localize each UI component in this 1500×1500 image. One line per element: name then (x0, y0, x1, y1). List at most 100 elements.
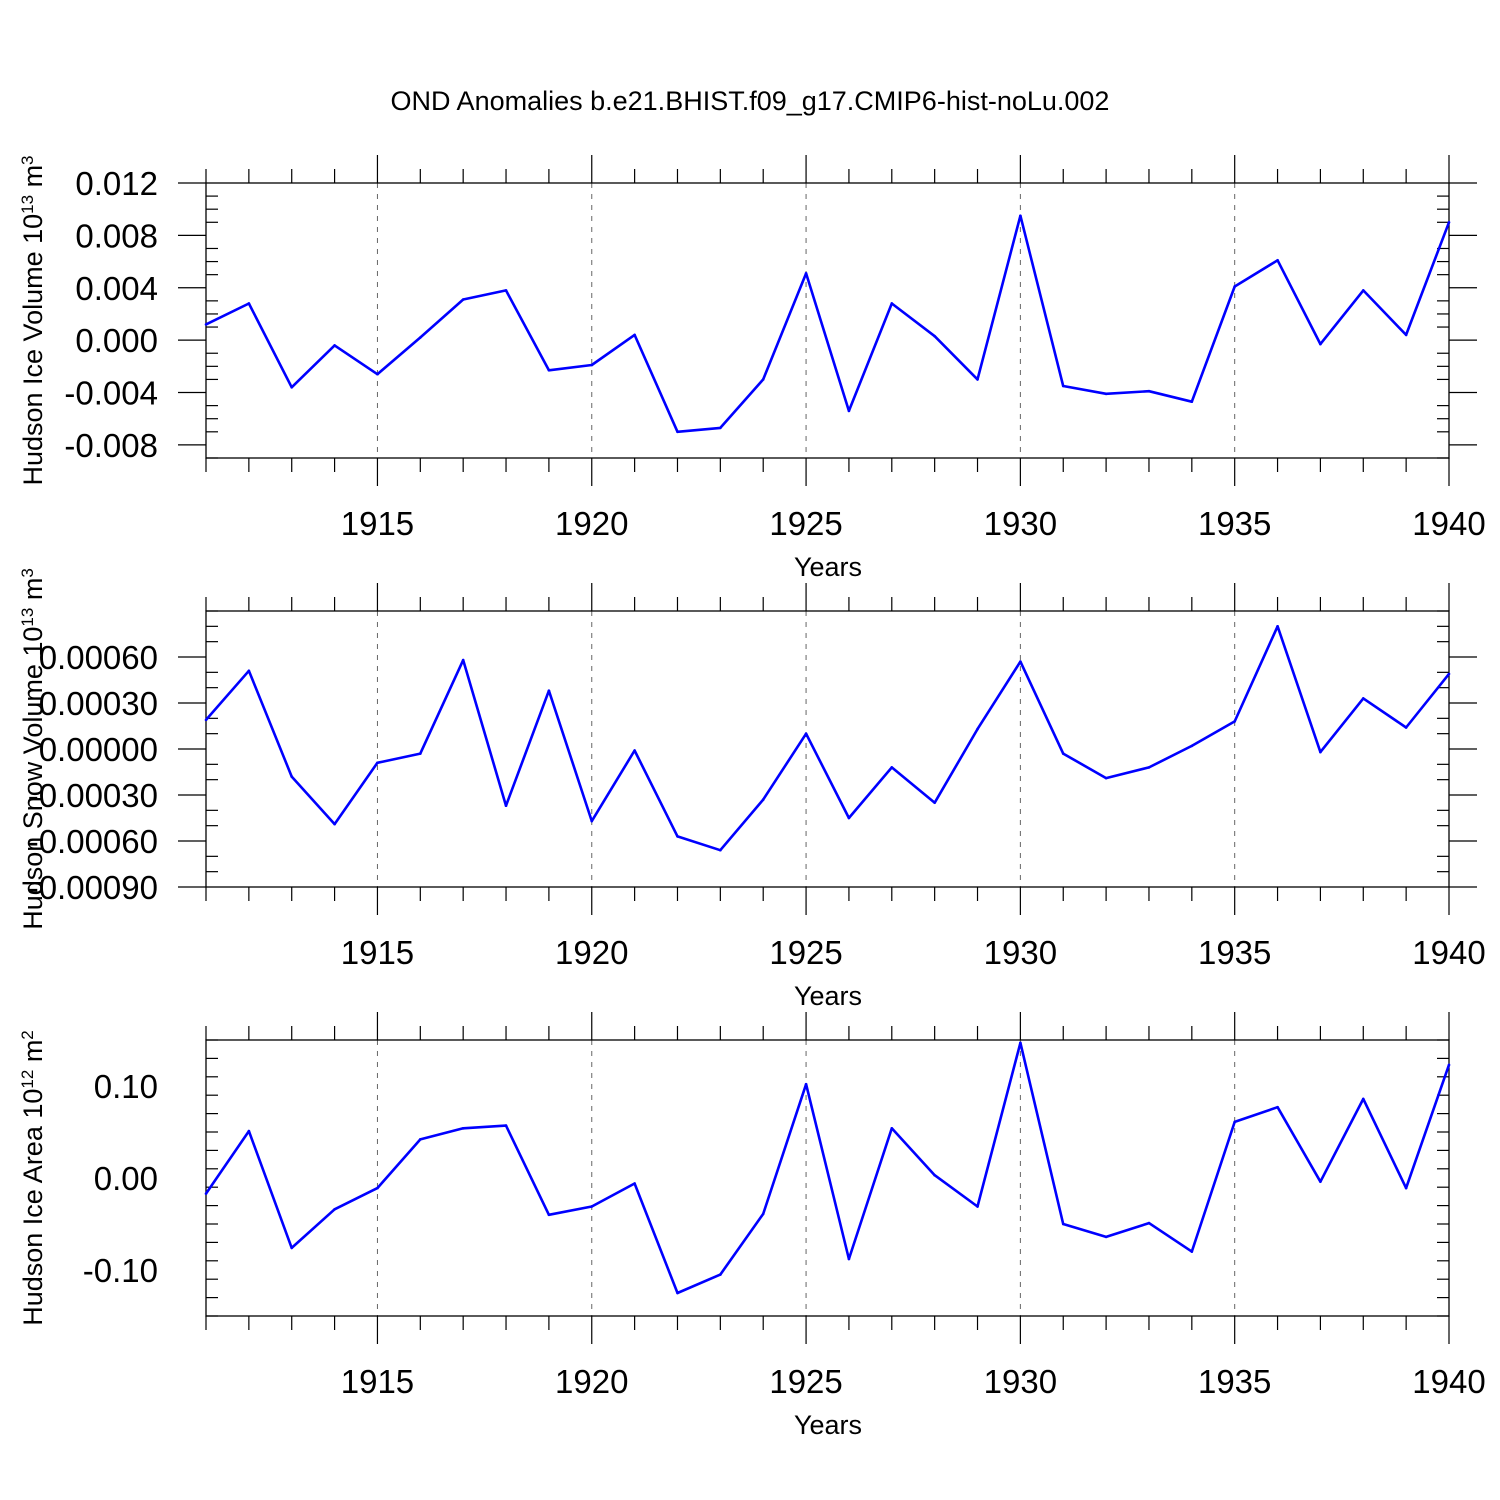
data-point-1911 (204, 718, 208, 722)
y-axis-label-unit: m (18, 578, 48, 608)
data-point-1925 (804, 272, 808, 275)
panel-snow-volume: -0.00090 -0.00060 -0.00030 0.00000 0.00030 0.… (18, 568, 1486, 1011)
data-point-1920 (590, 363, 594, 367)
data-point-1927 (890, 302, 894, 305)
data-point-1923 (719, 1273, 722, 1276)
data-point-1923 (719, 426, 722, 430)
x-tick-label: 1935 (1198, 505, 1271, 542)
x-axis-label: Years (794, 1410, 862, 1440)
data-point-1915 (376, 1186, 379, 1190)
x-tick-label: 1940 (1412, 934, 1485, 971)
data-point-1913 (290, 1246, 294, 1250)
y-axis-label-main: Hudson Ice Volume 10 (18, 214, 48, 486)
data-point-1930 (1019, 660, 1022, 663)
data-point-1937 (1319, 1180, 1322, 1183)
data-point-1915 (376, 372, 379, 376)
x-tick-label: 1930 (984, 505, 1057, 542)
x-tick-label: 1940 (1412, 1363, 1485, 1400)
y-tick-label: 0.00 (94, 1160, 158, 1197)
data-point-1928 (933, 334, 936, 338)
x-tick-label: 1930 (984, 934, 1057, 971)
data-point-1913 (290, 775, 294, 778)
x-tick-label: 1915 (341, 934, 414, 971)
y-tick-label: -0.10 (83, 1252, 158, 1289)
data-point-1914 (333, 344, 336, 347)
x-tick-label: 1925 (769, 1363, 842, 1400)
data-point-1924 (761, 1212, 765, 1216)
data-point-1926 (847, 409, 851, 413)
y-tick-label: -0.00060 (28, 823, 158, 860)
y-axis-label-unit-exponent: 3 (18, 568, 37, 577)
data-point-1933 (1147, 1221, 1151, 1225)
data-point-1937 (1319, 342, 1322, 346)
data-point-1939 (1404, 726, 1408, 729)
y-axis-label-exponent: 13 (18, 608, 37, 627)
y-tick-label: 0.10 (94, 1068, 158, 1105)
data-point-1934 (1190, 744, 1194, 748)
x-tick-label: 1930 (984, 1363, 1057, 1400)
data-point-1925 (804, 1082, 808, 1086)
data-point-1918 (504, 1124, 508, 1127)
data-point-1932 (1104, 776, 1108, 780)
data-point-1931 (1061, 752, 1065, 755)
data-point-1940 (1447, 1063, 1451, 1067)
data-point-1932 (1104, 1235, 1108, 1239)
data-point-1918 (504, 804, 508, 808)
data-point-1929 (976, 378, 979, 381)
data-point-1916 (419, 1138, 422, 1141)
y-tick-label: -0.00090 (28, 869, 158, 906)
data-point-1917 (461, 658, 465, 662)
series-line-ice-area (204, 1041, 1451, 1295)
y-tick-label: -0.008 (64, 427, 158, 464)
panels: -0.008 -0.004 0.000 0.004 0.008 0.012 1915 1920… (18, 155, 1486, 1440)
data-point-1926 (847, 1257, 851, 1261)
chart-title: OND Anomalies b.e21.BHIST.f09_g17.CMIP6-… (391, 86, 1110, 116)
data-point-1918 (504, 289, 508, 292)
data-point-1911 (204, 323, 208, 326)
x-tick-label: 1920 (555, 934, 628, 971)
x-tick-label: 1915 (341, 505, 414, 542)
y-tick-label: 0.012 (75, 165, 158, 202)
data-point-1935 (1233, 720, 1236, 723)
x-tick-label: 1940 (1412, 505, 1485, 542)
y-tick-label: 0.004 (75, 270, 158, 307)
data-point-1936 (1276, 625, 1279, 628)
data-point-1927 (890, 766, 894, 769)
x-tick-label: 1920 (555, 505, 628, 542)
data-point-1913 (290, 385, 294, 389)
data-point-1914 (333, 1207, 336, 1211)
data-point-1922 (676, 1291, 679, 1295)
x-tick-label: 1915 (341, 1363, 414, 1400)
y-axis-label-main: Hudson Snow Volume 10 (18, 627, 48, 930)
data-point-1935 (1233, 285, 1236, 288)
data-point-1936 (1276, 1105, 1279, 1109)
data-point-1931 (1061, 1222, 1065, 1226)
data-point-1937 (1319, 750, 1322, 754)
x-tick-label: 1925 (769, 505, 842, 542)
data-point-1930 (1019, 214, 1022, 218)
data-point-1933 (1147, 389, 1151, 393)
data-point-1928 (933, 801, 936, 804)
x-axis-label: Years (794, 552, 862, 582)
data-point-1924 (761, 798, 765, 801)
data-point-1928 (933, 1173, 936, 1177)
y-axis-label-main: Hudson Ice Area 10 (18, 1089, 48, 1326)
data-point-1917 (461, 1127, 465, 1130)
data-point-1921 (633, 1182, 636, 1185)
data-point-1914 (333, 822, 336, 826)
panel-ice-volume: -0.008 -0.004 0.000 0.004 0.008 0.012 1915 1920… (18, 155, 1486, 582)
x-tick-label: 1935 (1198, 934, 1271, 971)
x-tick-label: 1920 (555, 1363, 628, 1400)
data-point-1916 (419, 336, 422, 339)
data-point-1929 (976, 1205, 979, 1208)
data-point-1921 (633, 749, 636, 752)
x-tick-label: 1925 (769, 934, 842, 971)
data-point-1912 (247, 669, 251, 673)
data-point-1919 (547, 1213, 551, 1217)
y-tick-label: -0.004 (64, 375, 158, 412)
data-point-1934 (1190, 400, 1194, 403)
y-axis-label-unit-exponent: 2 (18, 1030, 37, 1039)
series-line-ice-volume (205, 214, 1451, 434)
data-point-1939 (1404, 333, 1408, 337)
